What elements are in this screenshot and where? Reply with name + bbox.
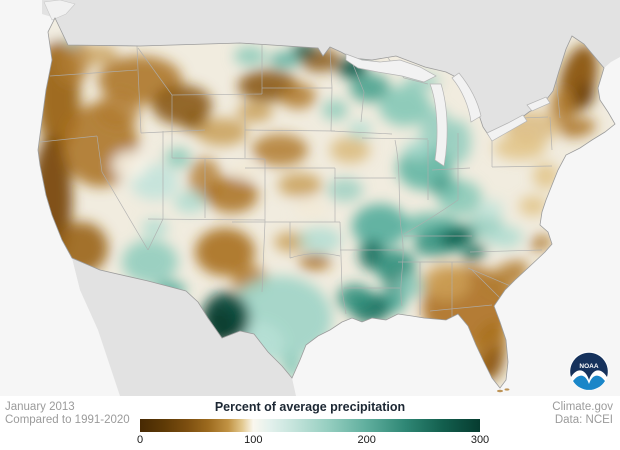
colorbar-tick-label: 100	[244, 434, 263, 446]
anomaly-blob	[350, 74, 390, 102]
anomaly-blob	[392, 273, 424, 299]
state-border-line	[329, 47, 333, 132]
legend: Percent of average precipitation 0 100 200…	[136, 400, 489, 447]
anomaly-blob	[196, 118, 248, 146]
legend-title: Percent of average precipitation	[214, 400, 406, 414]
anomaly-blob	[322, 100, 348, 120]
anomaly-blob	[112, 151, 148, 179]
state-border-line	[471, 269, 501, 299]
anomaly-blob	[298, 227, 342, 253]
noaa-logo-text: NOAA	[579, 363, 598, 370]
anomaly-blob	[519, 196, 547, 216]
anomaly-blob	[560, 118, 596, 138]
state-border-line	[171, 93, 263, 96]
state-border-line	[394, 139, 404, 307]
anomaly-blob	[550, 88, 574, 128]
colorbar-tick-labels: 0 100 200 300	[136, 434, 489, 447]
anomaly-blob	[299, 254, 331, 270]
state-borders	[39, 21, 561, 317]
anomaly-blob	[440, 229, 472, 247]
anomaly-blob	[195, 228, 255, 276]
lake-huron	[451, 72, 482, 123]
state-border-line	[431, 167, 471, 171]
us-precipitation-map: NOAA	[37, 0, 620, 396]
anomaly-blob	[96, 92, 140, 128]
anomaly-blob	[327, 178, 363, 202]
anomaly-blob	[477, 200, 503, 220]
state-border-line	[171, 157, 266, 160]
anomaly-blob	[575, 81, 595, 109]
state-border-line	[549, 116, 553, 151]
noaa-logo: NOAA	[569, 351, 609, 391]
anomaly-blob	[337, 284, 373, 312]
mexico-landmass	[72, 258, 296, 396]
state-border-line	[555, 75, 561, 119]
state-border-line	[469, 249, 543, 253]
anomaly-blob	[122, 240, 178, 284]
state-border-line	[137, 47, 173, 96]
map-baseline: Compared to 1991-2020	[5, 414, 130, 426]
anomaly-blob	[530, 235, 552, 251]
anomaly-blob	[252, 134, 308, 166]
state-border-line	[244, 129, 336, 132]
anomaly-blob	[294, 198, 326, 218]
anomaly-blob	[174, 191, 206, 213]
anomaly-blob	[461, 245, 487, 261]
anomaly-blob	[54, 35, 90, 85]
credit-data: Data: NCEI	[554, 414, 613, 426]
anomaly-blob	[231, 160, 259, 180]
credit-site: Climate.gov	[552, 401, 613, 413]
florida-keys	[497, 388, 510, 393]
map-period: January 2013	[5, 401, 75, 413]
state-border-line	[429, 304, 493, 312]
anomaly-blob	[348, 121, 372, 139]
anomaly-blob	[533, 163, 559, 189]
noaa-logo-wave	[573, 375, 605, 390]
anomaly-blob	[487, 226, 523, 248]
anomaly-blob	[494, 136, 546, 160]
anomaly-blob	[237, 102, 273, 122]
credits-block: Climate.gov Data: NCEI	[552, 401, 613, 427]
state-border-line	[49, 69, 138, 77]
state-border-line	[351, 61, 365, 123]
state-border-line	[147, 218, 266, 221]
vancouver-island	[43, 0, 76, 21]
state-border-line	[491, 165, 553, 168]
anomaly-blob	[206, 177, 258, 213]
state-border-line	[289, 253, 341, 259]
anomaly-blob	[278, 173, 322, 197]
state-border-line	[96, 135, 149, 251]
state-border-line	[339, 221, 347, 315]
noaa-logo-sky	[570, 352, 608, 380]
map-date-block: January 2013 Compared to 1991-2020	[5, 401, 130, 427]
anomaly-blob	[234, 47, 266, 65]
colorbar-gradient	[140, 419, 480, 432]
state-border-line	[361, 137, 429, 140]
colorbar-tick-label: 200	[357, 434, 376, 446]
anomaly-blob	[352, 204, 408, 248]
anomaly-blob	[379, 86, 431, 126]
anomaly-blob	[403, 140, 433, 160]
colorbar-tick-label: 300	[470, 434, 490, 446]
state-border-line	[140, 129, 206, 134]
state-border-line	[39, 135, 98, 143]
colorbar-tick-label: 0	[136, 434, 144, 446]
anomaly-blob	[82, 45, 118, 65]
footer: January 2013 Compared to 1991-2020 Perce…	[0, 396, 620, 450]
anomaly-blob	[330, 137, 370, 163]
anomaly-blob	[269, 52, 301, 68]
lake-erie	[486, 114, 528, 142]
state-border-line	[330, 130, 393, 135]
anomaly-blob	[280, 83, 316, 109]
anomaly-blob	[142, 219, 168, 237]
lake-michigan	[429, 83, 448, 167]
anomaly-blob	[438, 180, 482, 216]
anomaly-blob	[422, 264, 470, 300]
state-border-line	[403, 199, 459, 235]
lake-ontario	[526, 96, 551, 112]
great-lakes	[345, 53, 551, 167]
lake-superior	[345, 53, 437, 83]
anomaly-blob	[485, 260, 529, 294]
